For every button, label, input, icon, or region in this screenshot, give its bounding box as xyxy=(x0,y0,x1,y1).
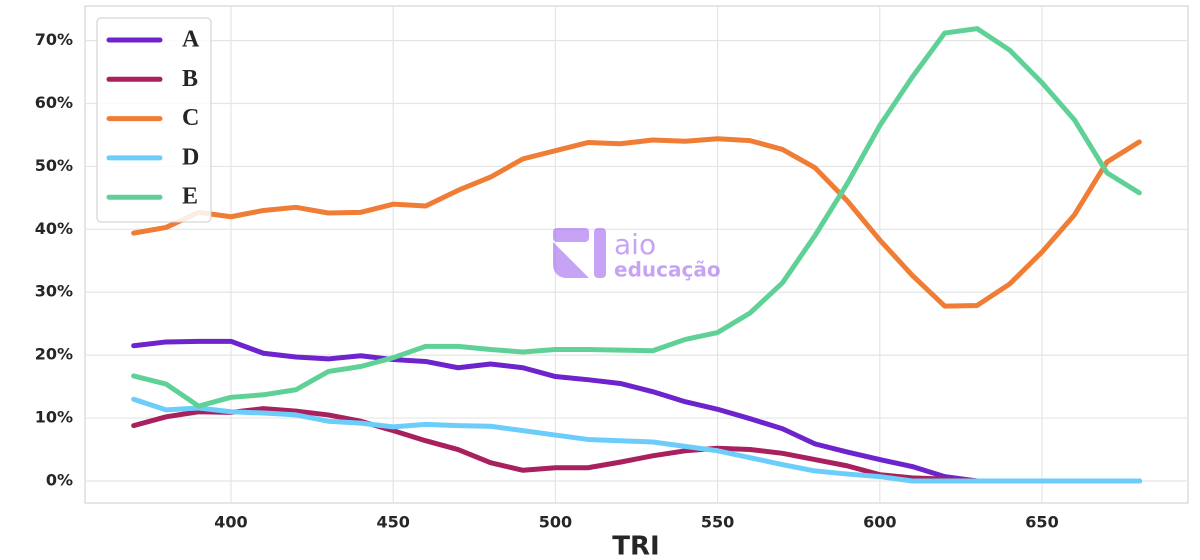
y-tick-label: 20% xyxy=(35,345,73,364)
y-tick-label: 40% xyxy=(35,219,73,238)
y-tick-label: 10% xyxy=(35,408,73,427)
series-line xyxy=(131,396,1142,484)
axes: 0% 10% 20% 30% 40% 50% 60% 70% 400 450 500 550 600 65… xyxy=(35,30,1059,531)
series-line xyxy=(131,26,1142,409)
logo-shape xyxy=(553,228,589,242)
series-line xyxy=(131,136,1142,309)
logo-shape xyxy=(594,228,606,278)
y-tick-label: 30% xyxy=(35,282,73,301)
x-axis-label: TRI xyxy=(612,532,659,560)
watermark-text: aio xyxy=(614,228,656,261)
lines xyxy=(131,26,1142,484)
legend-label: A xyxy=(182,27,200,53)
y-tick-label: 50% xyxy=(35,156,73,175)
x-tick-label: 450 xyxy=(376,513,409,532)
legend-label: D xyxy=(182,144,199,170)
x-tick-label: 600 xyxy=(863,513,896,532)
x-tick-label: 500 xyxy=(539,513,572,532)
y-tick-label: 0% xyxy=(46,470,73,489)
x-tick-label: 650 xyxy=(1025,513,1058,532)
x-tick-label: 400 xyxy=(214,513,247,532)
logo-shape xyxy=(553,242,589,278)
legend-label: E xyxy=(182,184,198,210)
y-tick-label: 60% xyxy=(35,93,73,112)
watermark: aio educação xyxy=(553,228,721,282)
x-tick-label: 550 xyxy=(701,513,734,532)
plot-area xyxy=(84,5,1189,504)
watermark-text: educação xyxy=(614,258,721,282)
legend-label: C xyxy=(182,105,199,131)
y-tick-label: 70% xyxy=(35,30,73,49)
legend-label: B xyxy=(182,66,198,92)
